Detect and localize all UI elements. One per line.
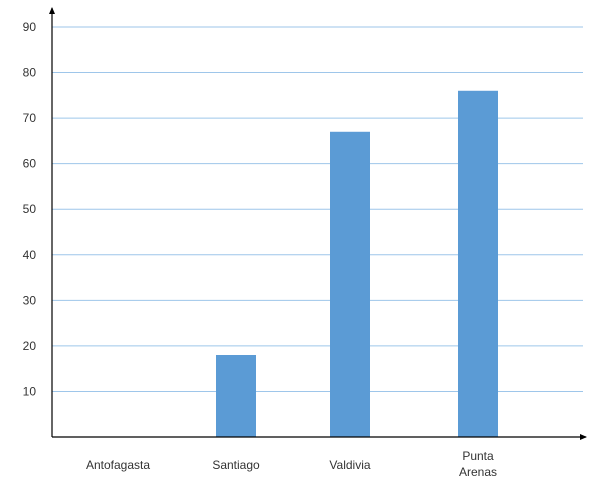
gridlines [52, 26, 583, 392]
y-tick-label-30: 30 [23, 293, 37, 307]
bar-santiago [216, 355, 256, 437]
x-tick-label-line: Valdivia [329, 458, 370, 472]
y-tick-label-80: 80 [23, 66, 37, 80]
bar-punta-arenas [458, 90, 498, 438]
bar-valdivia [330, 131, 370, 437]
x-tick-label-line: Arenas [459, 465, 497, 479]
x-tick-label-line: Santiago [212, 458, 260, 472]
y-tick-label-10: 10 [23, 384, 37, 398]
x-tick-label-line: Punta [462, 449, 494, 463]
x-tick-label-valdivia: Valdivia [329, 458, 370, 472]
y-tick-label-40: 40 [23, 248, 37, 262]
y-tick-label-70: 70 [23, 111, 37, 125]
x-tick-labels: Antofagasta Santiago Valdivia Punta Arenas [86, 449, 497, 479]
bars [216, 90, 498, 438]
y-tick-label-20: 20 [23, 339, 37, 353]
x-tick-label-antofagasta: Antofagasta [86, 458, 150, 472]
x-tick-label-punta-arenas: Punta Arenas [459, 449, 497, 479]
x-tick-label-santiago: Santiago [212, 458, 260, 472]
y-tick-label-50: 50 [23, 202, 37, 216]
axes [49, 7, 587, 440]
y-tick-label-90: 90 [23, 20, 37, 34]
y-tick-label-60: 60 [23, 157, 37, 171]
x-axis-arrow [580, 434, 587, 440]
x-tick-label-line: Antofagasta [86, 458, 150, 472]
y-axis-arrow [49, 7, 55, 14]
y-tick-labels: 10 20 30 40 50 60 70 80 90 [23, 20, 37, 398]
